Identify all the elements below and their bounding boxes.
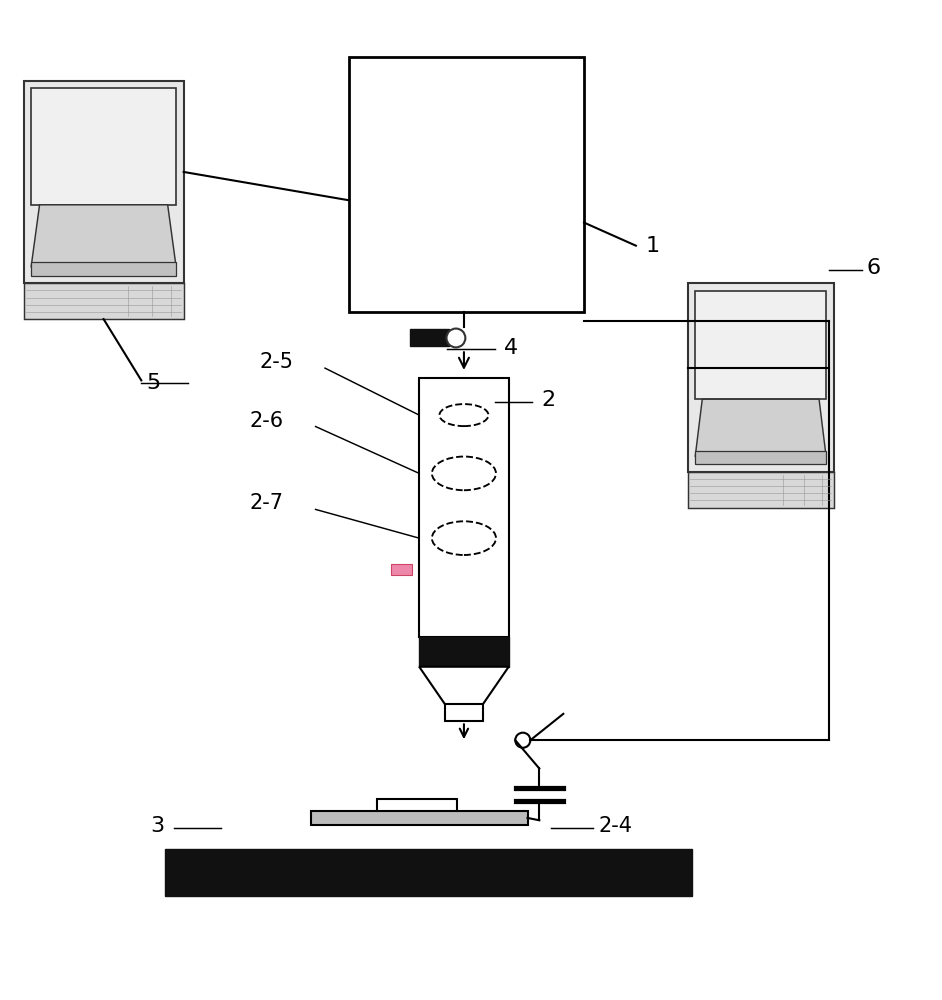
Bar bbox=[419, 637, 509, 667]
Bar bbox=[410, 329, 449, 346]
Bar bbox=[419, 378, 509, 637]
Bar bbox=[24, 81, 184, 283]
Bar bbox=[24, 283, 184, 319]
Bar bbox=[391, 564, 412, 575]
Circle shape bbox=[447, 329, 465, 347]
Text: 2-4: 2-4 bbox=[598, 816, 632, 836]
Bar bbox=[31, 262, 176, 276]
Polygon shape bbox=[695, 399, 826, 457]
Bar bbox=[688, 283, 834, 472]
Bar bbox=[349, 57, 584, 312]
Bar bbox=[377, 799, 457, 813]
Text: 4: 4 bbox=[504, 338, 518, 358]
Bar bbox=[695, 291, 826, 399]
Polygon shape bbox=[31, 205, 176, 267]
Text: 2-6: 2-6 bbox=[250, 411, 284, 431]
Text: 2: 2 bbox=[542, 390, 556, 410]
Ellipse shape bbox=[431, 521, 495, 555]
Text: 2-5: 2-5 bbox=[259, 352, 293, 372]
Bar bbox=[445, 704, 482, 721]
Text: 2-7: 2-7 bbox=[250, 493, 284, 513]
Text: 3: 3 bbox=[151, 816, 165, 836]
Text: 6: 6 bbox=[867, 258, 881, 278]
Text: 1: 1 bbox=[645, 236, 659, 256]
Text: 5: 5 bbox=[146, 373, 160, 393]
Bar bbox=[695, 451, 826, 464]
Ellipse shape bbox=[439, 404, 488, 426]
Polygon shape bbox=[419, 667, 509, 704]
Bar bbox=[688, 472, 834, 508]
Circle shape bbox=[515, 733, 530, 748]
Bar bbox=[311, 811, 528, 825]
Bar bbox=[165, 849, 692, 896]
Bar bbox=[31, 88, 176, 205]
Ellipse shape bbox=[431, 457, 495, 490]
